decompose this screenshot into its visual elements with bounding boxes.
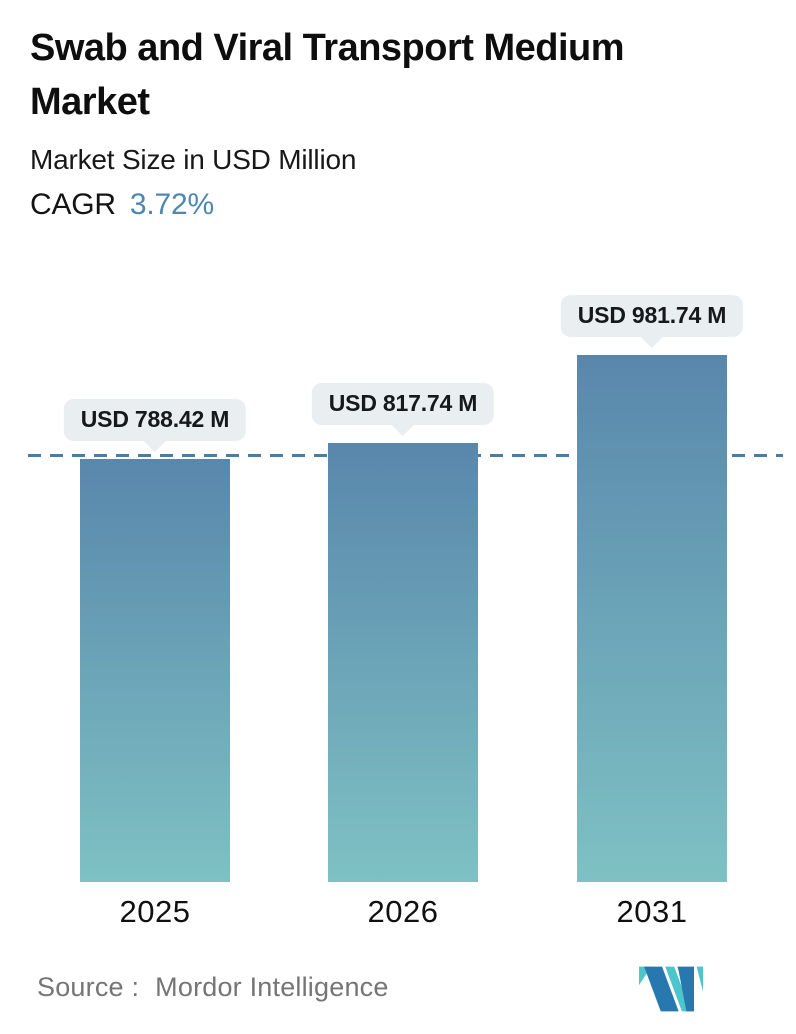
source-line: Source : Mordor Intelligence: [37, 972, 389, 1003]
x-axis-label-2026: 2026: [367, 894, 439, 929]
chart-header: Swab and Viral Transport Medium Market M…: [30, 22, 770, 222]
bar-2031: [577, 355, 727, 882]
chart-subtitle: Market Size in USD Million: [30, 143, 357, 175]
bar-2026: [328, 443, 478, 882]
x-axis-label-2031: 2031: [616, 894, 688, 929]
bar-group-2026: USD 817.74 M 2026: [311, 260, 495, 960]
mordor-intelligence-logo: [639, 966, 703, 1012]
x-axis-label-2025: 2025: [119, 894, 191, 929]
chart-footer: Source : Mordor Intelligence: [0, 960, 796, 1034]
value-callout-2025: USD 788.42 M: [63, 399, 247, 441]
cagr-row: CAGR 3.72%: [30, 188, 770, 222]
chart-title: Swab and Viral Transport Medium Market: [30, 27, 625, 123]
value-callout-2026: USD 817.74 M: [311, 383, 495, 425]
cagr-label: CAGR: [30, 187, 116, 221]
bar-chart: USD 788.42 M 2025 USD 817.74 M 2026 USD …: [0, 260, 796, 960]
source-label: Source :: [37, 972, 140, 1002]
cagr-value: 3.72%: [129, 187, 214, 221]
value-callout-2031: USD 981.74 M: [560, 295, 744, 337]
bar-group-2025: USD 788.42 M 2025: [63, 260, 247, 960]
bar-group-2031: USD 981.74 M 2031: [560, 260, 744, 960]
source-name: Mordor Intelligence: [155, 972, 389, 1002]
bar-2025: [80, 459, 230, 882]
